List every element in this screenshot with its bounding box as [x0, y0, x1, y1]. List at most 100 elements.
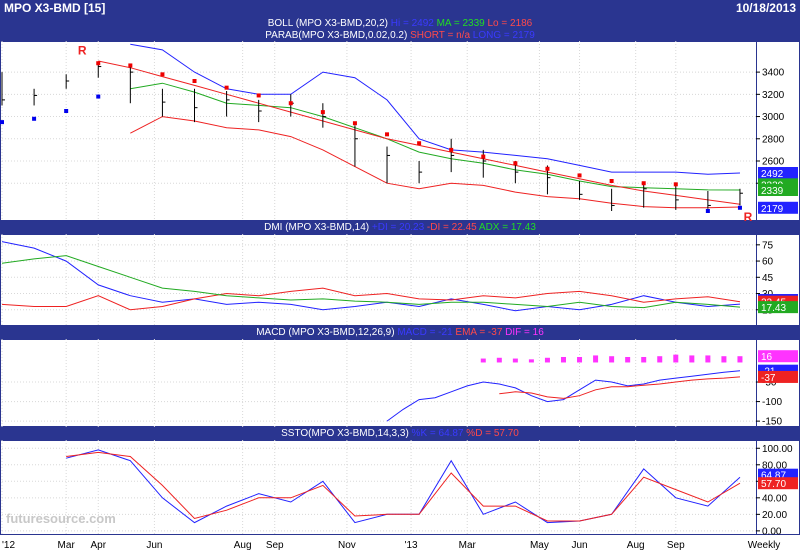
ssto-tag: 64.87 — [761, 471, 786, 482]
dmi-line — [1, 255, 741, 309]
chart-date: 10/18/2013 — [735, 1, 796, 15]
price-tag-bg — [758, 167, 798, 179]
macd-histogram-bar — [577, 356, 583, 363]
y-tick-label: 3000 — [762, 112, 785, 123]
macd-tag-bg — [758, 370, 798, 383]
x-tick-label: Jun — [571, 540, 587, 551]
x-tick-label: Sep — [266, 540, 284, 551]
macd-histogram-bar — [593, 355, 599, 363]
legend-segment: SSTO(MPO X3-BMD,14,3,3) — [281, 428, 412, 439]
sar-short-dot — [160, 72, 165, 77]
sar-long-dot — [705, 209, 710, 213]
panel-frame — [0, 440, 800, 535]
watermark: futuresource.com — [6, 511, 116, 526]
macd-line — [386, 370, 741, 422]
macd-histogram-bar — [528, 359, 534, 363]
legend-segment: EMA = -37 — [452, 327, 503, 338]
macd-histogram-bar — [737, 356, 743, 363]
sar-short-dot — [609, 179, 614, 183]
legend-segment: DMI (MPO X3-BMD,14) — [264, 222, 372, 233]
parab-legend: PARAB(MPO X3-BMD,0.02,0.2) SHORT = n/a L… — [0, 29, 800, 42]
dmi-tag: 17.43 — [761, 303, 786, 314]
x-tick-label: Apr — [90, 540, 106, 551]
y-tick-label: -50 — [762, 378, 777, 389]
sar-short-dot — [352, 121, 357, 126]
macd-histogram-bar — [641, 356, 647, 363]
x-tick-label: Mar — [459, 540, 477, 551]
reversal-marker: R — [744, 210, 753, 224]
y-tick-label: 45 — [762, 273, 774, 284]
sar-short-dot — [320, 110, 325, 115]
x-tick-label: Sep — [667, 540, 685, 551]
legend-segment: %D = 57.70 — [463, 428, 519, 439]
panel-frame — [0, 339, 800, 427]
macd-histogram-bar — [609, 356, 615, 363]
sar-short-dot — [385, 132, 390, 137]
macd-histogram-bar — [705, 355, 711, 363]
legend-segment: BOLL (MPO X3-BMD,20,2) — [267, 18, 391, 29]
sar-short-dot — [224, 85, 229, 90]
legend-segment: Hi = 2492 — [390, 18, 434, 29]
chart-title-bar: MPO X3-BMD [15] 10/18/2013 — [0, 0, 800, 17]
y-tick-label: 3400 — [762, 68, 785, 79]
boll-upper-line — [130, 43, 741, 175]
sar-short-dot — [577, 173, 582, 178]
boll-legend: BOLL (MPO X3-BMD,20,2) Hi = 2492 MA = 23… — [0, 17, 800, 30]
legend-segment: LONG = 2179 — [470, 30, 535, 41]
ssto-line — [66, 451, 741, 522]
sar-long-dot — [32, 116, 37, 121]
legend-segment: +DI = 20.23 — [371, 222, 425, 233]
sar-short-dot — [641, 181, 646, 186]
sar-short-dot — [513, 161, 518, 166]
ssto-tag-bg — [758, 477, 798, 490]
price-tag-bg — [758, 201, 798, 214]
price-tag: 2179 — [761, 204, 784, 215]
y-tick-label: 80.00 — [762, 460, 787, 471]
y-tick-label: 0.00 — [762, 526, 782, 537]
sar-short-dot — [256, 93, 261, 98]
y-tick-label: 3200 — [762, 90, 785, 101]
y-tick-label: 2600 — [762, 157, 785, 168]
macd-tag: -37 — [761, 373, 776, 384]
sar-short-dot — [96, 61, 101, 66]
y-tick-label: 40.00 — [762, 493, 787, 504]
legend-segment: DIF = 16 — [502, 327, 544, 338]
sar-long-dot — [0, 120, 4, 125]
x-tick-label: Mar — [58, 540, 76, 551]
macd-histogram-bar — [689, 355, 695, 363]
legend-segment: MA = 2339 — [433, 18, 485, 29]
x-tick-label: Weekly — [748, 540, 781, 551]
legend-segment: Lo = 2186 — [484, 18, 533, 29]
boll-ma-line — [130, 82, 741, 191]
y-tick-label: -150 — [762, 417, 782, 428]
x-tick-label: '12 — [2, 540, 15, 551]
legend-segment: MACD = -21 — [397, 327, 453, 338]
sar-short-dot — [673, 182, 678, 187]
dmi-line — [1, 287, 741, 311]
y-tick-label: 75 — [762, 240, 774, 251]
x-tick-label: Aug — [234, 540, 252, 551]
y-tick-label: 20.00 — [762, 510, 787, 521]
sar-short-dot — [545, 166, 550, 171]
sar-short-dot — [417, 141, 422, 146]
macd-tag-bg — [758, 350, 798, 363]
sar-short-dot — [192, 79, 197, 83]
price-tag-bg — [758, 184, 798, 196]
y-tick-label: 2800 — [762, 134, 785, 145]
legend-segment: PARAB(MPO X3-BMD,0.02,0.2) — [265, 30, 411, 41]
legend-segment: -DI = 22.45 — [424, 222, 477, 233]
sar-short-dot — [288, 101, 293, 106]
dmi-line — [1, 241, 741, 312]
macd-legend: MACD (MPO X3-BMD,12,26,9) MACD = -21 EMA… — [0, 326, 800, 339]
price-tag: 2339 — [761, 186, 784, 197]
x-tick-label: Jun — [146, 540, 162, 551]
y-tick-label: -100 — [762, 397, 782, 408]
macd-histogram-bar — [657, 356, 663, 363]
ssto-tag: 57.70 — [761, 479, 786, 490]
sar-long-dot — [96, 94, 101, 99]
legend-segment: %K = 64.87 — [411, 428, 464, 439]
price-tag: 2492 — [761, 169, 784, 180]
symbol-title: MPO X3-BMD [15] — [4, 1, 106, 15]
ssto-legend: SSTO(MPO X3-BMD,14,3,3) %K = 64.87 %D = … — [0, 427, 800, 440]
x-tick-label: Aug — [627, 540, 645, 551]
